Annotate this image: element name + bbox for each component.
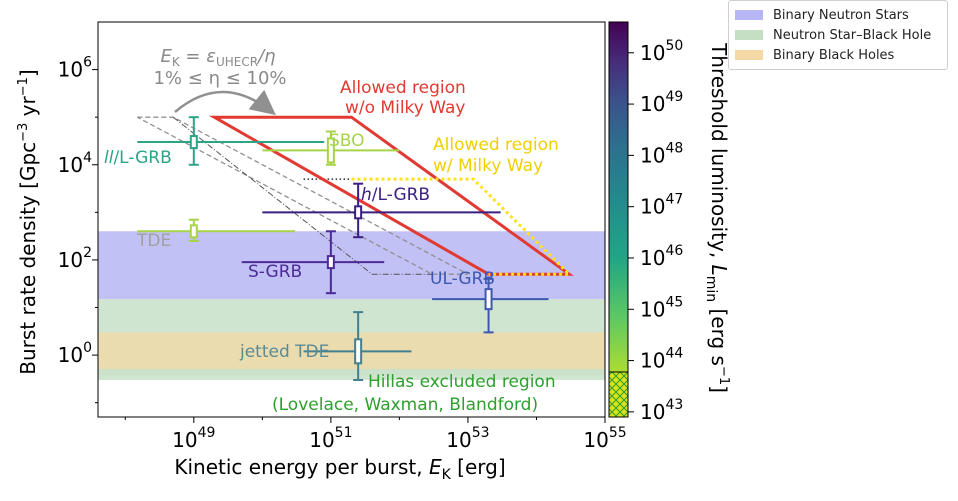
- allowed-mw-label-2: w/ Milky Way: [433, 156, 543, 176]
- tde-marker: [189, 224, 198, 239]
- ll-lgrb-label: ll/L-GRB: [104, 148, 172, 168]
- hillas-label-2: (Lovelace, Waxman, Blandford): [272, 395, 538, 415]
- uhecr-eta-range: 1% ≤ η ≤ 10%: [153, 68, 286, 89]
- allowed-region-mw: [351, 177, 573, 276]
- ul-grb-label: UL-GRB: [430, 269, 495, 289]
- cbar-tick-label-50: 1050: [640, 38, 683, 65]
- svg-text:Threshold luminosity, Lmin [er: Threshold luminosity, Lmin [erg s−1]: [703, 42, 731, 393]
- allowed-no-mw-label-1: Allowed region: [340, 78, 466, 98]
- uhecr-dashdot-line: [172, 116, 433, 275]
- uhecr-arrow: [174, 89, 276, 116]
- cbar-tick-label-47: 1047: [640, 192, 683, 219]
- cbar-tick-label-43: 1043: [640, 397, 683, 424]
- ll_lgrb-marker: [189, 135, 198, 150]
- x-tick-label-53: 1053: [446, 425, 489, 452]
- legend-label-bbh: Binary Black Holes: [773, 47, 895, 63]
- legend-swatch-bns: [735, 10, 763, 20]
- legend-item-nsbh: Neutron Star–Black Hole: [735, 25, 947, 45]
- legend-label-nsbh: Neutron Star–Black Hole: [773, 27, 932, 43]
- legend-swatch-nsbh: [735, 30, 763, 40]
- colorbar: [608, 21, 629, 418]
- sbo-marker: [326, 137, 335, 164]
- uhecr-equation: EK = εUHECR/η: [160, 46, 275, 69]
- hillas-excluded-strip: [98, 369, 605, 375]
- x-tick-label-55: 1055: [583, 425, 626, 452]
- hl-lgrb-label: h/L-GRB: [361, 185, 430, 205]
- sbo-label: SBO: [329, 131, 365, 151]
- hillas-label-1: Hillas excluded region: [368, 372, 556, 392]
- band-binary-neutron-stars: [98, 231, 605, 300]
- legend-label-bns: Binary Neutron Stars: [773, 7, 909, 23]
- legend-item-bns: Binary Neutron Stars: [735, 5, 947, 25]
- s-grb-label: S-GRB: [248, 262, 302, 282]
- y-axis-label: Burst rate density [Gpc−3 yr−1]: [16, 69, 40, 374]
- legend-swatch-bbh: [735, 50, 763, 60]
- jetted-tde-label: jetted TDE: [239, 342, 329, 362]
- allowed-region-no-mw: [208, 115, 574, 276]
- y-tick-label-2: 102: [58, 245, 92, 272]
- x-axis-label: Kinetic energy per burst, EK [erg]: [174, 455, 505, 483]
- x-tick-label-49: 1049: [172, 425, 215, 452]
- cbar-tick-label-46: 1046: [640, 243, 683, 270]
- allowed-no-mw-label-2: w/o Milky Way: [345, 98, 465, 118]
- svg-text:Burst rate density [Gpc−3 yr−: Burst rate density [Gpc−3 yr−1]: [16, 69, 40, 374]
- cbar-tick-label-45: 1045: [640, 294, 683, 321]
- cbar-tick-label-44: 1044: [640, 346, 683, 373]
- s_grb-marker: [326, 255, 335, 270]
- allowed-mw-label-1: Allowed region: [433, 135, 559, 155]
- y-tick-label-6: 106: [58, 55, 92, 82]
- uhecr-shifted-region: [136, 116, 469, 275]
- colorbar-label: Threshold luminosity, Lmin [erg s−1]: [703, 42, 731, 393]
- cbar-tick-label-49: 1049: [640, 89, 683, 116]
- hl_lgrb-marker: [354, 205, 363, 220]
- x-tick-label-51: 1051: [309, 425, 352, 452]
- jetted_tde-marker: [354, 338, 363, 365]
- plot-frame: [97, 21, 606, 418]
- legend-item-bbh: Binary Black Holes: [735, 45, 947, 65]
- tde-label: TDE: [136, 231, 171, 251]
- y-tick-label-4: 104: [58, 150, 92, 177]
- colorbar-hatch: [608, 371, 629, 418]
- cbar-tick-label-48: 1048: [640, 140, 683, 167]
- legend: Binary Neutron Stars Neutron Star–Black …: [728, 0, 948, 70]
- y-tick-label-0: 100: [58, 340, 92, 367]
- ul_grb-marker: [484, 288, 493, 311]
